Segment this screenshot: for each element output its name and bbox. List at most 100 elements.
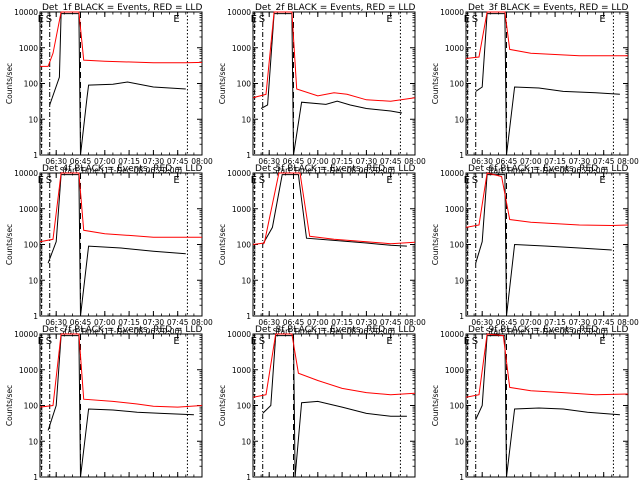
event-marker-label: E [386, 336, 392, 347]
detector-panel-7: Det_7f BLACK = Events, RED = LLD 1 10 100 10… [5, 325, 213, 480]
y-tick-label: 1000 [445, 366, 464, 375]
panel-title: Det_7f BLACK = Events, RED = LLD [42, 325, 202, 335]
x-tick-label: 06:45 [283, 318, 305, 327]
y-tick-label: 10000 [227, 169, 251, 178]
y-tick-label: 100 [237, 80, 252, 89]
detector-panel-4: Det_4f BLACK = Events, RED = LLD 1 10 100 10… [5, 164, 213, 336]
y-tick-label: 10 [241, 115, 251, 124]
y-tick-label: 1000 [19, 205, 38, 214]
x-tick-label: 08:00 [191, 157, 213, 166]
y-tick-label: 10000 [440, 330, 464, 339]
y-axis-label: Counts/sec [431, 63, 440, 104]
event-marker-label: E [173, 336, 179, 347]
y-tick-label: 10 [241, 276, 251, 285]
y-axis-label: Counts/sec [431, 385, 440, 426]
y-tick-label: 1 [459, 151, 464, 160]
y-tick-label: 10 [241, 437, 251, 446]
y-tick-label: 1 [246, 151, 251, 160]
lld-series-line [465, 333, 629, 398]
x-tick-label: 06:45 [70, 157, 92, 166]
x-tick-label: 07:30 [569, 318, 591, 327]
x-tick-label: 07:45 [380, 318, 402, 327]
event-marker-label: E [599, 336, 605, 347]
y-tick-label: 10 [28, 276, 38, 285]
x-tick-label: 07:45 [593, 318, 615, 327]
plot-frame [252, 11, 416, 156]
event-marker-label: E [464, 336, 470, 347]
event-marker-label: S [46, 175, 52, 186]
x-tick-label: 08:00 [191, 318, 213, 327]
event-marker-label: S [46, 336, 52, 347]
event-marker-label: E [599, 14, 605, 25]
x-tick-label: 06:30 [471, 318, 493, 327]
x-tick-label: 07:30 [356, 318, 378, 327]
y-tick-label: 1000 [232, 44, 251, 53]
y-axis-label: Counts/sec [5, 385, 14, 426]
y-tick-label: 10000 [227, 8, 251, 17]
y-axis-label: Counts/sec [218, 63, 227, 104]
x-tick-label: 06:30 [45, 157, 67, 166]
event-marker-label: E [464, 175, 470, 186]
x-axis-label: Start Time (11-Dec-08 06:20:00) [60, 166, 182, 175]
event-marker-label: S [472, 175, 478, 186]
y-tick-label: 10000 [440, 169, 464, 178]
event-marker-label: E [251, 336, 257, 347]
events-series-line [262, 174, 407, 247]
x-tick-label: 07:15 [544, 157, 566, 166]
y-tick-label: 1000 [232, 205, 251, 214]
y-tick-label: 100 [450, 80, 465, 89]
x-tick-label: 07:00 [520, 318, 542, 327]
events-series-line [262, 335, 407, 478]
y-tick-label: 1000 [445, 205, 464, 214]
panel-title: Det_4f BLACK = Events, RED = LLD [42, 164, 202, 174]
detector-panel-5: Det_5f BLACK = Events, RED = LLD 1 10 100 10… [218, 164, 426, 336]
event-marker-label: E [386, 14, 392, 25]
y-tick-label: 1 [459, 473, 464, 480]
detector-panel-1: Det_1f BLACK = Events, RED = LLD 1 10 100 10… [5, 3, 213, 175]
events-series-line [49, 13, 186, 156]
panel-title: Det_1f BLACK = Events, RED = LLD [42, 3, 202, 13]
y-tick-label: 100 [24, 402, 39, 411]
y-tick-label: 10000 [440, 8, 464, 17]
x-tick-label: 07:15 [118, 318, 140, 327]
x-tick-label: 07:15 [331, 157, 353, 166]
event-marker-label: E [38, 14, 44, 25]
y-tick-label: 100 [24, 241, 39, 250]
x-tick-label: 08:00 [617, 318, 639, 327]
y-tick-label: 100 [450, 241, 465, 250]
event-marker-label: E [464, 14, 470, 25]
y-axis-label: Counts/sec [431, 224, 440, 265]
lld-series-line [465, 172, 629, 228]
plot-frame [39, 172, 203, 317]
y-tick-label: 10 [454, 437, 464, 446]
lld-series-line [39, 172, 202, 243]
y-tick-label: 100 [24, 80, 39, 89]
x-tick-label: 07:00 [94, 157, 116, 166]
y-tick-label: 1 [246, 312, 251, 321]
x-tick-label: 06:45 [70, 318, 92, 327]
x-tick-label: 07:30 [356, 157, 378, 166]
y-tick-label: 1 [246, 473, 251, 480]
y-tick-label: 1000 [19, 44, 38, 53]
x-tick-label: 06:30 [45, 318, 67, 327]
y-tick-label: 10 [28, 115, 38, 124]
x-tick-label: 07:00 [520, 157, 542, 166]
x-tick-label: 07:45 [167, 157, 189, 166]
x-tick-label: 07:30 [143, 318, 165, 327]
x-tick-label: 06:45 [496, 318, 518, 327]
plot-frame [465, 172, 629, 317]
x-tick-label: 08:00 [617, 157, 639, 166]
x-tick-label: 08:00 [404, 318, 426, 327]
lld-series-line [252, 333, 416, 398]
plot-frame [465, 333, 629, 478]
y-axis-label: Counts/sec [5, 63, 14, 104]
lld-series-line [252, 172, 416, 245]
lld-series-line [465, 11, 628, 59]
x-tick-label: 07:15 [331, 318, 353, 327]
event-marker-label: S [259, 175, 265, 186]
event-marker-label: E [38, 175, 44, 186]
plot-frame [252, 172, 416, 317]
y-axis-label: Counts/sec [5, 224, 14, 265]
event-marker-label: E [386, 175, 392, 186]
y-tick-label: 1000 [232, 366, 251, 375]
